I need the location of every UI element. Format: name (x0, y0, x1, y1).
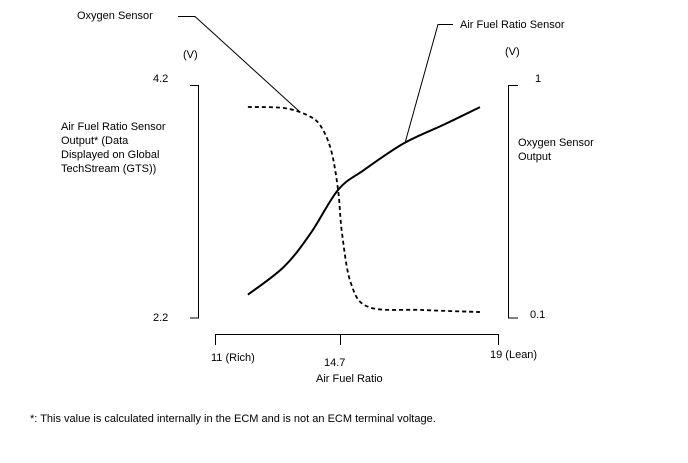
right-axis-label-line: Output (518, 151, 552, 163)
right-axis-unit: (V) (505, 46, 520, 58)
left-tick-min: 2.2 (153, 312, 169, 324)
x-axis (215, 334, 499, 345)
air-fuel-ratio-sensor-leader-line (404, 24, 453, 144)
x-tick-lean: 19 (Lean) (490, 349, 538, 361)
right-axis (508, 85, 518, 319)
air-fuel-ratio-sensor-callout: Air Fuel Ratio Sensor (460, 19, 565, 31)
left-axis-label-line: TechStream (GTS)) (61, 163, 157, 175)
left-axis-label-line: Displayed on Global (61, 149, 160, 161)
left-axis-label-line: Output* (Data (61, 135, 129, 147)
oxygen-sensor-leader-line (178, 16, 301, 113)
left-axis-label-line: Air Fuel Ratio Sensor (61, 121, 166, 133)
right-tick-max: 1 (535, 73, 542, 85)
x-axis-label: Air Fuel Ratio (316, 373, 383, 385)
left-axis-label: Air Fuel Ratio Sensor Output* (Data Disp… (61, 120, 166, 176)
left-tick-max: 4.2 (153, 73, 169, 85)
oxygen-sensor-callout: Oxygen Sensor (77, 10, 153, 22)
x-tick-rich: 11 (Rich) (211, 352, 255, 364)
oxygen-sensor-curve (247, 106, 480, 313)
left-axis (190, 85, 199, 319)
x-tick-stoich: 14.7 (324, 357, 346, 369)
left-axis-unit: (V) (183, 49, 198, 61)
footnote: *: This value is calculated internally i… (30, 413, 436, 425)
right-axis-label-line: Oxygen Sensor (518, 137, 594, 149)
right-tick-min: 0.1 (530, 309, 546, 321)
right-axis-label: Oxygen Sensor Output (518, 136, 594, 164)
air-fuel-ratio-sensor-curve (247, 106, 481, 296)
